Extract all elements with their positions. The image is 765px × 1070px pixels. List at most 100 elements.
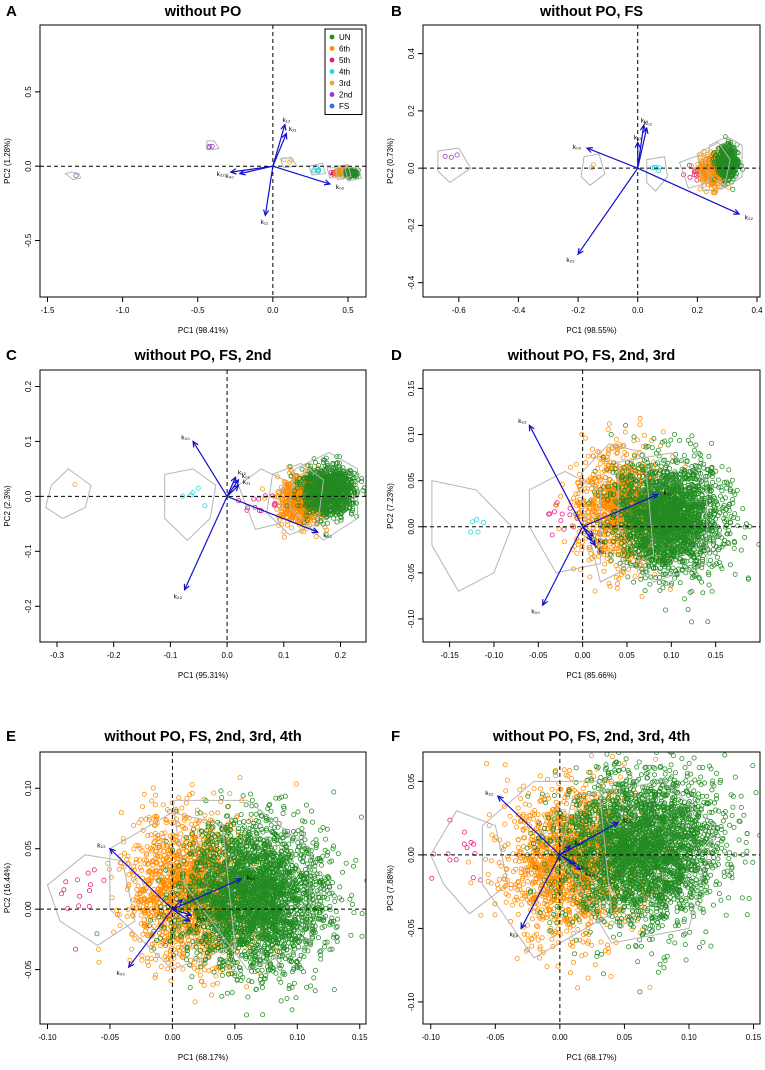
data-point bbox=[301, 510, 307, 516]
data-point bbox=[694, 559, 699, 565]
data-point bbox=[635, 501, 641, 507]
data-point bbox=[329, 482, 335, 488]
data-point bbox=[726, 168, 732, 174]
data-point bbox=[718, 157, 724, 163]
data-point bbox=[325, 486, 331, 492]
data-point bbox=[333, 494, 339, 500]
data-point bbox=[338, 479, 344, 484]
data-point bbox=[301, 490, 307, 496]
data-point bbox=[724, 170, 730, 176]
data-point bbox=[712, 166, 718, 172]
data-point bbox=[667, 521, 673, 527]
data-point bbox=[661, 509, 667, 514]
data-point bbox=[723, 169, 729, 175]
data-point bbox=[321, 477, 327, 483]
arrow-label: k₀₀ bbox=[181, 434, 190, 441]
data-point bbox=[673, 474, 678, 479]
data-point bbox=[664, 488, 670, 494]
data-point bbox=[618, 525, 624, 531]
data-point bbox=[641, 513, 647, 519]
data-point bbox=[341, 168, 347, 174]
data-point bbox=[639, 497, 645, 503]
data-point bbox=[340, 171, 346, 177]
data-point bbox=[680, 534, 686, 540]
data-point bbox=[335, 483, 341, 489]
data-point bbox=[656, 168, 662, 174]
data-point bbox=[326, 498, 332, 504]
data-point bbox=[327, 487, 333, 493]
data-point bbox=[346, 171, 352, 177]
data-point bbox=[298, 475, 303, 481]
data-point bbox=[643, 471, 649, 477]
data-point bbox=[697, 163, 703, 169]
data-point bbox=[708, 166, 714, 172]
data-point bbox=[710, 169, 716, 174]
data-point bbox=[325, 480, 331, 486]
data-point bbox=[620, 479, 626, 485]
data-point bbox=[323, 482, 328, 488]
data-point bbox=[678, 500, 683, 506]
data-point bbox=[621, 483, 627, 489]
data-point bbox=[674, 521, 679, 527]
data-point bbox=[312, 485, 318, 491]
data-point bbox=[707, 508, 713, 514]
data-point bbox=[638, 573, 644, 579]
hull-5th bbox=[678, 153, 710, 189]
data-point bbox=[706, 164, 712, 170]
data-point bbox=[280, 487, 286, 493]
data-point bbox=[313, 499, 319, 505]
data-point bbox=[346, 470, 352, 476]
data-point bbox=[729, 156, 735, 162]
data-point bbox=[650, 463, 656, 469]
data-point bbox=[598, 503, 604, 508]
data-point bbox=[694, 519, 700, 525]
data-point bbox=[717, 159, 722, 165]
data-point bbox=[337, 170, 343, 176]
data-point bbox=[323, 455, 329, 461]
data-point bbox=[696, 172, 702, 177]
data-point bbox=[288, 503, 294, 509]
data-point bbox=[606, 580, 612, 586]
data-point bbox=[332, 495, 338, 501]
hull-6th bbox=[335, 164, 352, 181]
data-point bbox=[636, 536, 642, 542]
data-point bbox=[650, 514, 656, 520]
data-point bbox=[724, 167, 730, 173]
legend-entry: 3rd bbox=[339, 79, 351, 88]
data-point bbox=[341, 170, 347, 176]
data-point bbox=[316, 167, 322, 173]
data-point bbox=[331, 478, 337, 484]
data-point bbox=[322, 510, 328, 516]
data-point bbox=[295, 518, 301, 524]
data-point bbox=[311, 509, 317, 515]
data-point bbox=[309, 476, 315, 482]
data-point bbox=[310, 502, 316, 508]
data-point bbox=[293, 515, 299, 521]
data-point bbox=[721, 165, 727, 171]
data-point bbox=[293, 490, 299, 496]
data-point bbox=[610, 514, 615, 520]
data-point bbox=[644, 553, 649, 559]
data-point bbox=[725, 160, 731, 165]
data-point bbox=[627, 478, 633, 484]
data-point bbox=[672, 520, 678, 526]
data-point bbox=[319, 477, 325, 483]
data-point bbox=[579, 477, 585, 483]
data-point bbox=[590, 481, 596, 486]
data-point bbox=[345, 170, 350, 176]
data-point bbox=[618, 525, 624, 531]
data-point bbox=[314, 497, 320, 503]
data-point bbox=[640, 500, 646, 506]
data-point bbox=[632, 507, 638, 512]
data-point bbox=[326, 490, 332, 496]
data-point bbox=[658, 491, 664, 496]
data-point bbox=[313, 497, 319, 503]
data-point bbox=[337, 485, 343, 491]
data-point bbox=[314, 483, 320, 489]
data-point bbox=[611, 539, 617, 545]
data-point bbox=[664, 495, 670, 501]
data-point bbox=[684, 540, 689, 546]
data-point bbox=[601, 503, 607, 509]
data-point bbox=[354, 171, 360, 177]
data-point bbox=[715, 174, 721, 180]
